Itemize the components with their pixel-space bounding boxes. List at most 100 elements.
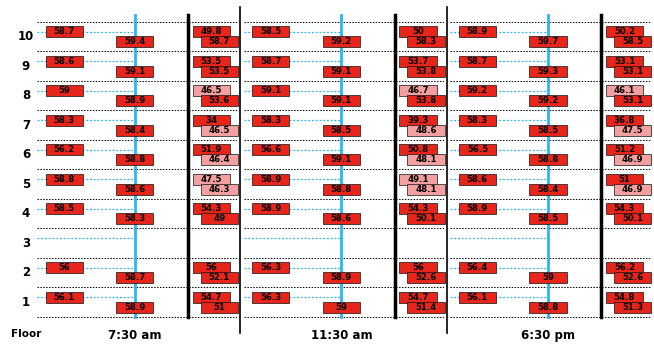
Text: 7:30 am: 7:30 am — [108, 329, 162, 342]
Text: 54.3: 54.3 — [614, 204, 635, 213]
Text: 48.1: 48.1 — [415, 155, 437, 164]
Text: 53.1: 53.1 — [614, 57, 635, 66]
Text: 58.5: 58.5 — [622, 37, 643, 46]
FancyBboxPatch shape — [322, 36, 360, 47]
Text: 58.7: 58.7 — [467, 57, 488, 66]
FancyBboxPatch shape — [407, 36, 445, 47]
FancyBboxPatch shape — [529, 213, 566, 224]
FancyBboxPatch shape — [529, 301, 566, 313]
Text: 58.7: 58.7 — [54, 27, 75, 36]
FancyBboxPatch shape — [192, 174, 230, 185]
FancyBboxPatch shape — [606, 55, 643, 67]
Text: 58.9: 58.9 — [260, 175, 281, 184]
Text: 50.2: 50.2 — [614, 27, 635, 36]
Text: 58.5: 58.5 — [331, 126, 352, 135]
FancyBboxPatch shape — [407, 154, 445, 165]
Text: 11:30 am: 11:30 am — [311, 329, 372, 342]
FancyBboxPatch shape — [529, 36, 566, 47]
FancyBboxPatch shape — [529, 154, 566, 165]
Text: 58.7: 58.7 — [124, 273, 145, 282]
FancyBboxPatch shape — [46, 262, 83, 273]
Text: 46.5: 46.5 — [209, 126, 230, 135]
FancyBboxPatch shape — [252, 291, 290, 303]
FancyBboxPatch shape — [252, 144, 290, 155]
FancyBboxPatch shape — [116, 36, 153, 47]
FancyBboxPatch shape — [116, 125, 153, 136]
FancyBboxPatch shape — [322, 213, 360, 224]
Text: 59.1: 59.1 — [260, 86, 281, 95]
Text: 58.9: 58.9 — [467, 27, 488, 36]
FancyBboxPatch shape — [46, 203, 83, 214]
Text: 56: 56 — [412, 263, 424, 272]
Text: 58.3: 58.3 — [415, 37, 437, 46]
FancyBboxPatch shape — [606, 144, 643, 155]
Text: 49.1: 49.1 — [407, 175, 428, 184]
FancyBboxPatch shape — [614, 125, 651, 136]
Text: 58.3: 58.3 — [260, 116, 281, 125]
Text: 46.9: 46.9 — [622, 155, 644, 164]
FancyBboxPatch shape — [46, 26, 83, 37]
Text: 58.5: 58.5 — [54, 204, 75, 213]
Text: 52.6: 52.6 — [415, 273, 437, 282]
Text: 59.7: 59.7 — [538, 37, 559, 46]
FancyBboxPatch shape — [399, 55, 436, 67]
Text: 53.5: 53.5 — [209, 67, 230, 76]
FancyBboxPatch shape — [614, 95, 651, 106]
Text: 48.1: 48.1 — [415, 185, 437, 194]
Text: 54.3: 54.3 — [201, 204, 222, 213]
Text: 56.6: 56.6 — [260, 145, 281, 154]
Text: 47.5: 47.5 — [201, 175, 222, 184]
Text: 46.4: 46.4 — [209, 155, 230, 164]
Text: 39.3: 39.3 — [407, 116, 428, 125]
FancyBboxPatch shape — [459, 174, 496, 185]
FancyBboxPatch shape — [399, 203, 436, 214]
Text: 58.5: 58.5 — [260, 27, 281, 36]
Text: 59.1: 59.1 — [124, 67, 145, 76]
FancyBboxPatch shape — [201, 184, 238, 195]
FancyBboxPatch shape — [614, 154, 651, 165]
Text: 51.3: 51.3 — [622, 303, 644, 312]
FancyBboxPatch shape — [459, 26, 496, 37]
FancyBboxPatch shape — [606, 203, 643, 214]
Text: 56.1: 56.1 — [467, 292, 488, 302]
Text: 52.1: 52.1 — [209, 273, 230, 282]
Text: 49: 49 — [213, 214, 226, 223]
Text: 51.4: 51.4 — [415, 303, 437, 312]
Text: 5: 5 — [22, 178, 30, 191]
FancyBboxPatch shape — [614, 66, 651, 77]
Text: 59.1: 59.1 — [331, 96, 352, 105]
FancyBboxPatch shape — [606, 262, 643, 273]
FancyBboxPatch shape — [46, 174, 83, 185]
Text: 58.8: 58.8 — [124, 155, 145, 164]
FancyBboxPatch shape — [322, 184, 360, 195]
Text: 53.8: 53.8 — [415, 96, 437, 105]
FancyBboxPatch shape — [614, 36, 651, 47]
Text: 58.7: 58.7 — [260, 57, 281, 66]
Text: 54.3: 54.3 — [407, 204, 428, 213]
FancyBboxPatch shape — [116, 66, 153, 77]
Text: 51: 51 — [213, 303, 225, 312]
Text: 54.8: 54.8 — [614, 292, 635, 302]
Text: 59.2: 59.2 — [538, 96, 559, 105]
FancyBboxPatch shape — [614, 184, 651, 195]
FancyBboxPatch shape — [459, 85, 496, 96]
FancyBboxPatch shape — [459, 55, 496, 67]
Text: 59: 59 — [58, 86, 70, 95]
Text: 50.1: 50.1 — [622, 214, 643, 223]
Text: 48.6: 48.6 — [415, 126, 437, 135]
FancyBboxPatch shape — [192, 203, 230, 214]
FancyBboxPatch shape — [459, 203, 496, 214]
Text: 54.7: 54.7 — [201, 292, 222, 302]
FancyBboxPatch shape — [606, 115, 643, 126]
FancyBboxPatch shape — [399, 144, 436, 155]
FancyBboxPatch shape — [252, 85, 290, 96]
Text: 58.6: 58.6 — [124, 185, 145, 194]
Text: 58.9: 58.9 — [124, 96, 145, 105]
FancyBboxPatch shape — [614, 213, 651, 224]
Text: 58.8: 58.8 — [538, 155, 559, 164]
Text: 59.4: 59.4 — [124, 37, 145, 46]
FancyBboxPatch shape — [201, 154, 238, 165]
Text: 59.3: 59.3 — [538, 67, 559, 76]
Text: 50.1: 50.1 — [415, 214, 436, 223]
FancyBboxPatch shape — [201, 66, 238, 77]
